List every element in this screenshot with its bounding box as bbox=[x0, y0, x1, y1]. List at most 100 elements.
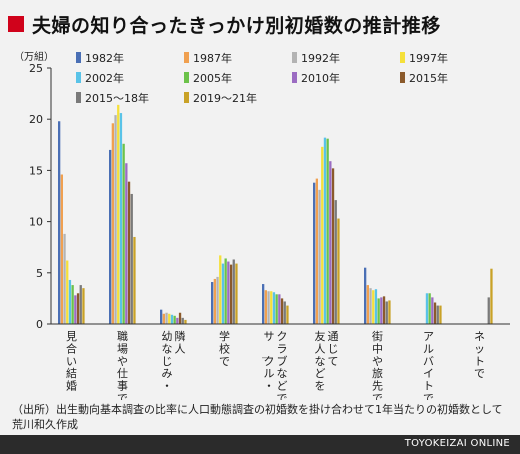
bar bbox=[431, 297, 434, 324]
legend-swatch bbox=[76, 52, 81, 63]
bar bbox=[286, 305, 289, 324]
bar bbox=[272, 292, 276, 324]
bar bbox=[329, 161, 332, 324]
bar bbox=[364, 267, 367, 324]
x-category-label: アルバイトで bbox=[423, 330, 434, 400]
bar bbox=[334, 200, 337, 324]
bar bbox=[176, 317, 179, 324]
bar bbox=[385, 301, 388, 324]
bar bbox=[323, 137, 327, 324]
legend-swatch bbox=[184, 92, 189, 103]
y-tick-label: 0 bbox=[36, 318, 43, 331]
legend-label: 2005年 bbox=[193, 71, 232, 85]
x-category-label: 学校で bbox=[219, 329, 230, 368]
title-bar: 夫婦の知り合ったきっかけ別初婚数の推計推移 bbox=[8, 6, 514, 42]
legend-label: 1997年 bbox=[409, 51, 448, 65]
x-category-label: 幼なじみ・ bbox=[162, 330, 173, 393]
bar bbox=[315, 178, 318, 324]
chart-title: 夫婦の知り合ったきっかけ別初婚数の推計推移 bbox=[32, 14, 441, 37]
bar bbox=[264, 290, 267, 324]
bar bbox=[162, 313, 165, 324]
y-tick-label: 10 bbox=[29, 216, 43, 229]
bar bbox=[433, 302, 437, 324]
bar bbox=[224, 258, 227, 324]
bar bbox=[380, 297, 383, 324]
bar bbox=[487, 297, 490, 324]
bar bbox=[211, 282, 214, 324]
x-category-label: 職場や仕事で bbox=[117, 330, 128, 400]
bar bbox=[71, 285, 74, 324]
bar bbox=[82, 288, 85, 324]
y-tick-label: 25 bbox=[29, 62, 43, 75]
bar bbox=[130, 193, 133, 324]
bar bbox=[213, 278, 216, 324]
bar bbox=[122, 143, 125, 324]
bar bbox=[165, 312, 168, 324]
title-accent-square bbox=[8, 16, 24, 32]
y-tick-label: 5 bbox=[36, 267, 43, 280]
legend-label: 2015年 bbox=[409, 71, 448, 85]
bar bbox=[318, 189, 321, 324]
y-axis-unit-label: （万組） bbox=[14, 50, 54, 63]
bar bbox=[66, 260, 69, 324]
bar bbox=[313, 182, 316, 324]
bar-chart: （万組） 0 5 10 15 20 25 見合い結婚 職場や仕事で 幼なじみ・隣人 学校で サ｜クル・… bbox=[14, 50, 510, 400]
bar bbox=[111, 123, 114, 324]
bar bbox=[58, 121, 61, 324]
legend-swatch bbox=[292, 52, 297, 63]
legend-swatch bbox=[184, 72, 189, 83]
legend-swatch bbox=[400, 52, 405, 63]
bar bbox=[173, 315, 176, 324]
legend-label: 1992年 bbox=[301, 51, 340, 65]
bar bbox=[283, 301, 286, 324]
bar bbox=[125, 163, 128, 324]
bar bbox=[119, 113, 123, 324]
x-category-label: 通じて bbox=[328, 330, 339, 368]
bar bbox=[232, 259, 235, 324]
legend-label: 1982年 bbox=[85, 51, 124, 65]
bar bbox=[227, 261, 230, 324]
bar bbox=[374, 289, 378, 324]
bar bbox=[388, 300, 391, 324]
bar bbox=[372, 290, 375, 324]
bar bbox=[369, 288, 372, 324]
legend-swatch bbox=[76, 92, 81, 103]
footer-bar: TOYOKEIZAI ONLINE bbox=[0, 435, 520, 454]
x-category-label: クラブなどで bbox=[277, 330, 288, 400]
y-tick-label: 20 bbox=[29, 113, 43, 126]
legend-swatch bbox=[184, 52, 189, 63]
bar bbox=[262, 284, 265, 324]
bar bbox=[280, 298, 284, 324]
source-note: （出所）出生動向基本調査の比率に人口動態調査の初婚数を掛け合わせて1年当たりの初… bbox=[12, 403, 503, 431]
bar bbox=[117, 104, 120, 324]
bar bbox=[229, 264, 233, 324]
bar bbox=[270, 291, 273, 324]
bar bbox=[235, 263, 238, 324]
bar bbox=[377, 298, 380, 324]
bar bbox=[321, 146, 324, 324]
x-category-label: 街中や旅先で bbox=[372, 329, 383, 400]
legend-swatch bbox=[400, 72, 405, 83]
legend-label: 1987年 bbox=[193, 51, 232, 65]
bar bbox=[114, 115, 117, 324]
y-tick-label: 15 bbox=[29, 164, 43, 177]
legend-label: 2015～18年 bbox=[85, 91, 149, 105]
bar bbox=[60, 174, 63, 324]
bar bbox=[74, 295, 77, 324]
bar bbox=[275, 294, 278, 324]
legend-label: 2002年 bbox=[85, 71, 124, 85]
bar bbox=[219, 255, 222, 324]
bar bbox=[68, 279, 72, 324]
bar bbox=[278, 294, 281, 324]
legend-label: 2010年 bbox=[301, 71, 340, 85]
bar bbox=[382, 296, 386, 324]
bar bbox=[181, 317, 184, 324]
legend-label: 2019～21年 bbox=[193, 91, 257, 105]
bar bbox=[337, 218, 340, 324]
legend-swatch bbox=[292, 72, 297, 83]
bar bbox=[331, 168, 335, 324]
bar bbox=[425, 293, 429, 324]
bar bbox=[63, 233, 66, 324]
bar bbox=[178, 312, 182, 324]
